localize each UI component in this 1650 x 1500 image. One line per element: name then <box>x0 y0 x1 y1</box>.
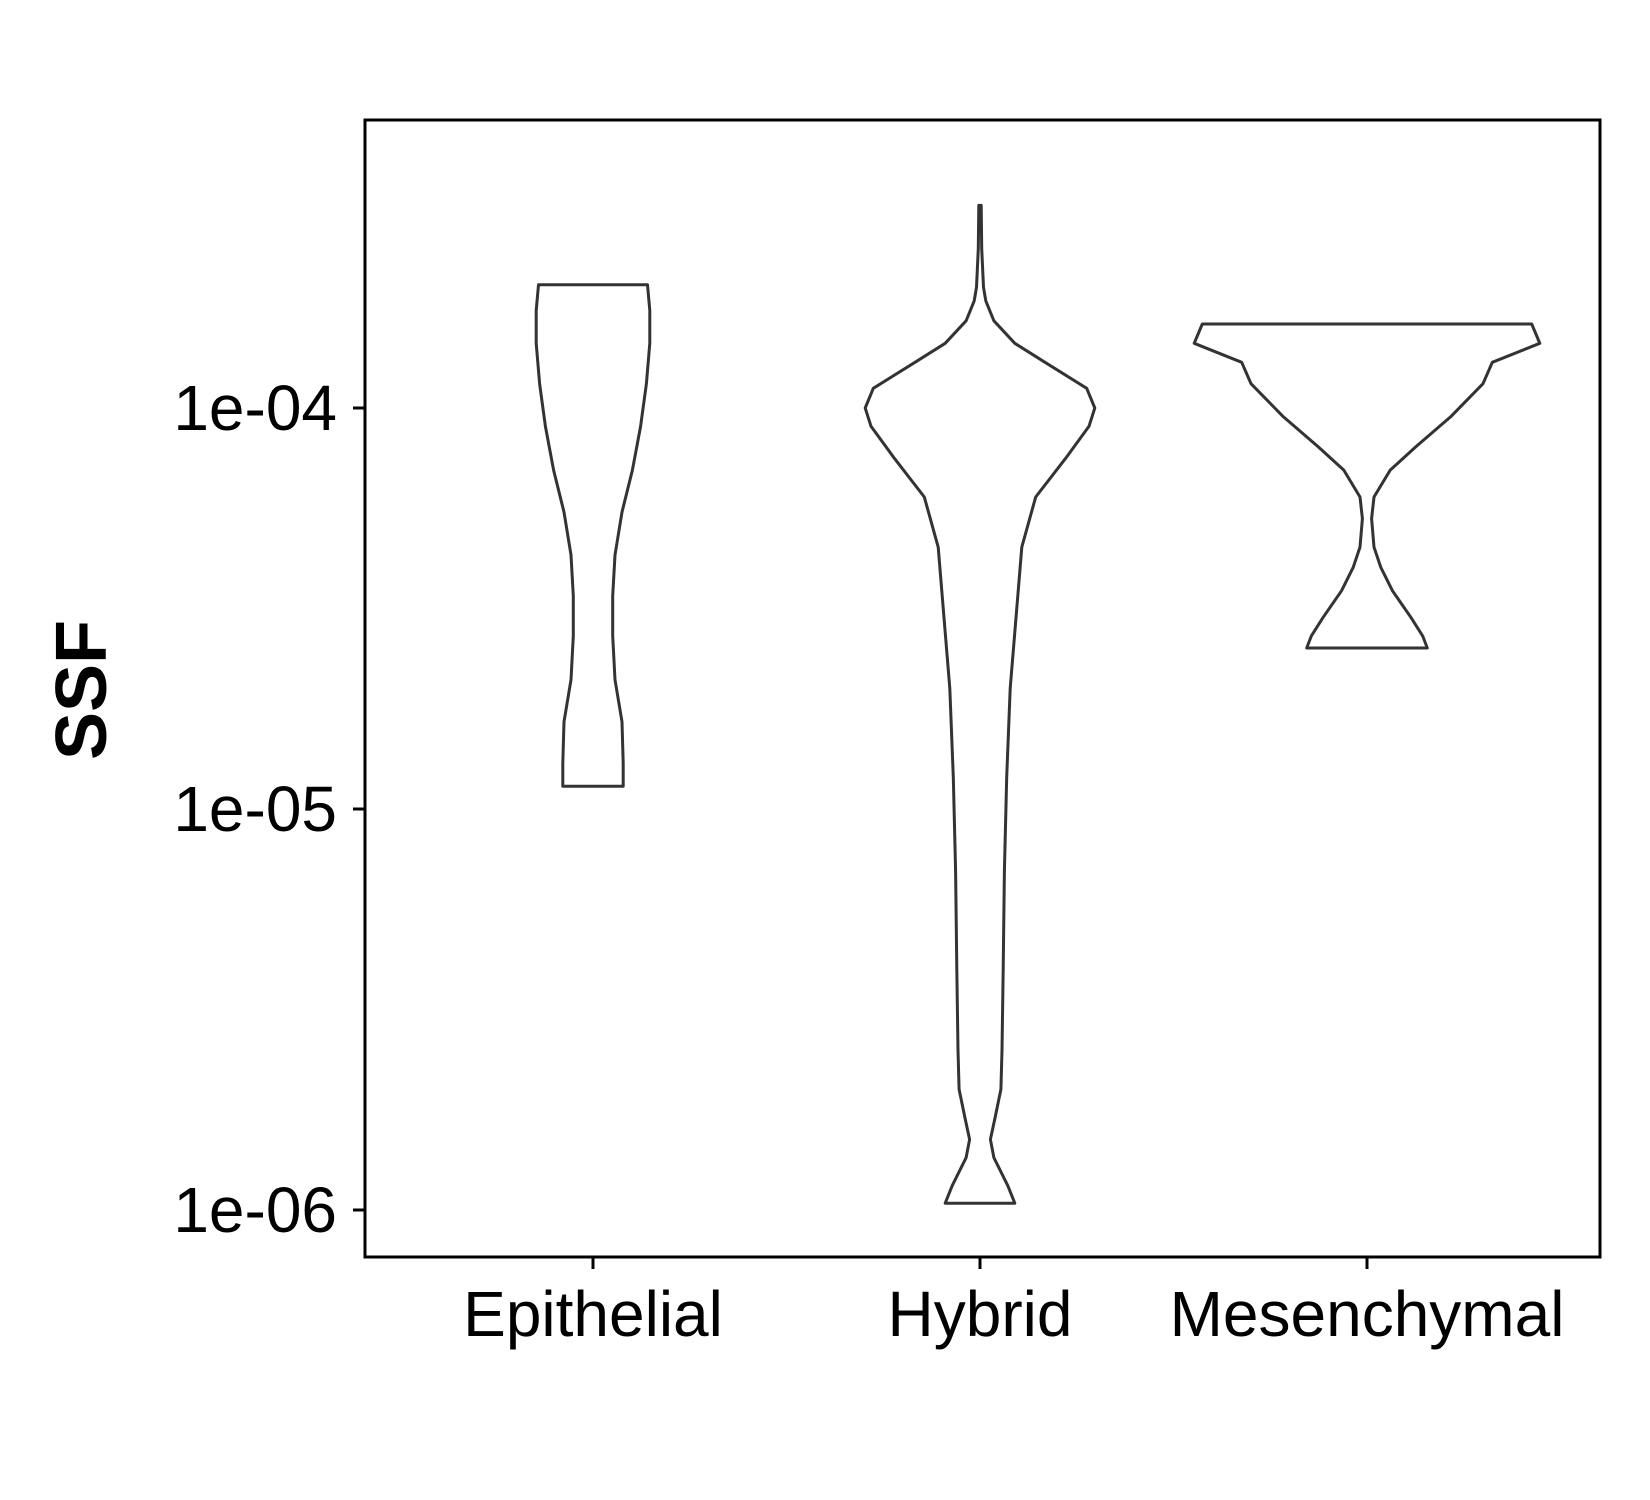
y-tick-label: 1e-06 <box>173 1174 337 1246</box>
y-tick-label: 1e-05 <box>173 773 337 845</box>
x-tick-label: Mesenchymal <box>1170 1278 1565 1350</box>
x-tick-label: Hybrid <box>888 1278 1073 1350</box>
violin-layer <box>534 203 1542 1205</box>
y-axis-title: SSF <box>42 620 122 760</box>
x-tick-label: Epithelial <box>463 1278 723 1350</box>
y-axis: 1e-04 1e-05 1e-06 <box>173 372 365 1246</box>
violin-hybrid <box>863 203 1097 1205</box>
y-tick-label: 1e-04 <box>173 372 337 444</box>
violin-mesenchymal <box>1192 322 1542 650</box>
x-axis: Epithelial Hybrid Mesenchymal <box>463 1257 1564 1350</box>
plot-panel-border <box>363 118 1602 1259</box>
violin-epithelial <box>534 283 652 788</box>
